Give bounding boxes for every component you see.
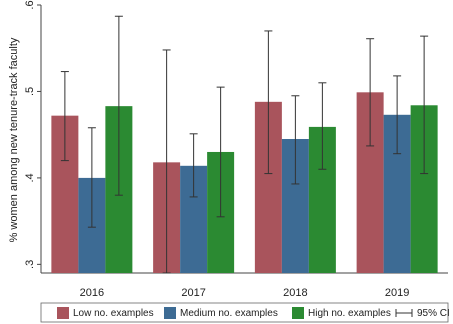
y-ticks: .3 .4 .5 .6: [24, 0, 41, 269]
legend-swatch-low: [57, 307, 69, 319]
y-axis-title: % women among new tenure-track faculty: [8, 37, 20, 242]
y-tick-label: .6: [24, 0, 36, 9]
legend-label-high: High no. examples: [308, 308, 391, 319]
legend-box: [40, 302, 449, 323]
x-tick-label: 2019: [385, 287, 409, 299]
y-tick-label: .5: [24, 87, 36, 96]
confidence-intervals: [60, 15, 429, 274]
y-tick-label: .4: [24, 173, 36, 182]
x-ticks: 2016 2017 2018 2019: [80, 287, 410, 299]
y-tick-label: .3: [24, 260, 36, 269]
ci-legend-icon: [395, 309, 413, 317]
legend-label-low: Low no. examples: [73, 308, 154, 319]
legend-label-ci: 95% CI: [417, 308, 450, 319]
legend-label-medium: Medium no. examples: [180, 308, 278, 319]
bars: [51, 92, 438, 274]
x-tick-label: 2017: [181, 287, 205, 299]
legend-swatch-medium: [164, 307, 176, 319]
legend: Low no. examples Medium no. examples Hig…: [40, 302, 450, 323]
x-tick-label: 2016: [80, 287, 104, 299]
x-tick-label: 2018: [283, 287, 307, 299]
legend-swatch-high: [292, 307, 304, 319]
